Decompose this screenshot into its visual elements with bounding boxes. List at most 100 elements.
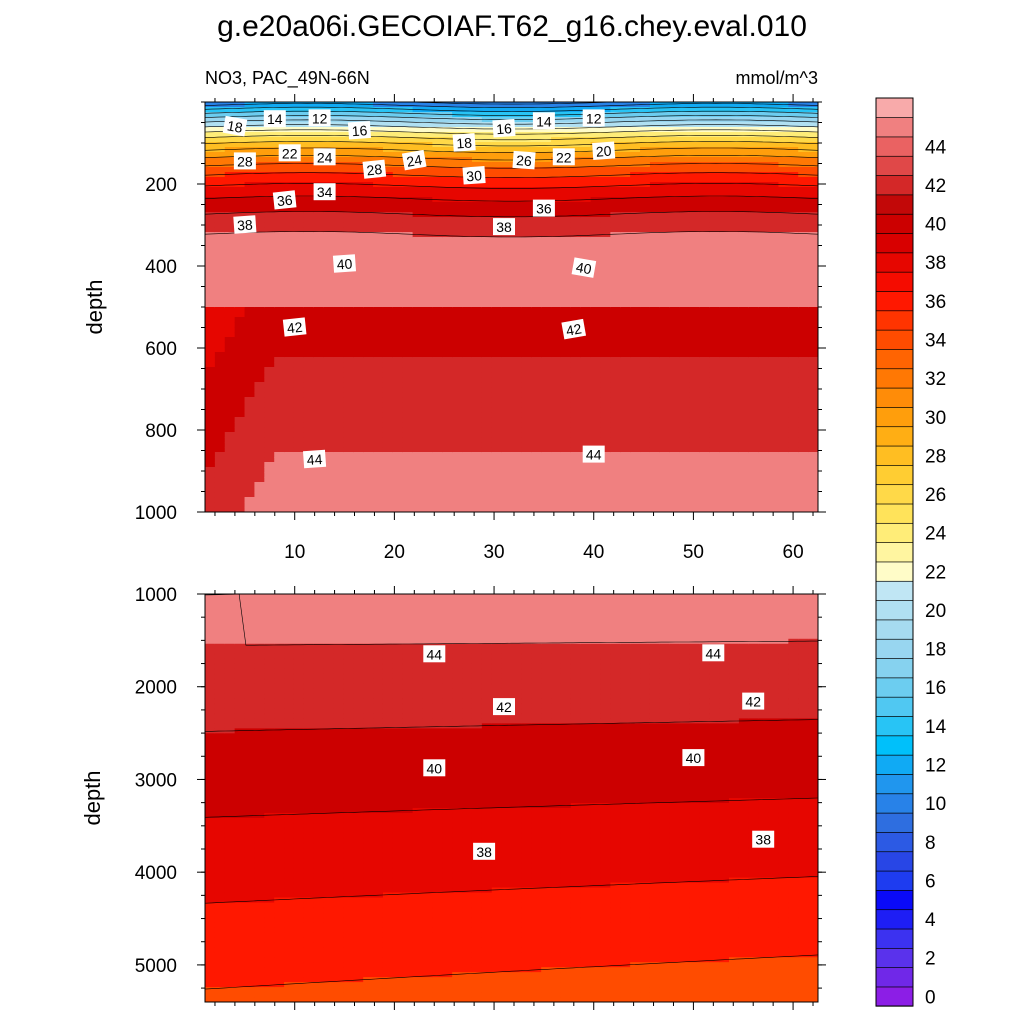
contour-cell	[373, 137, 384, 143]
contour-cell	[610, 417, 621, 423]
contour-cell	[412, 397, 424, 403]
contour-cell	[412, 237, 424, 243]
contour-cell	[402, 272, 414, 278]
contour-cell	[274, 307, 285, 313]
contour-cell	[412, 132, 424, 138]
contour-cell	[798, 212, 809, 218]
contour-cell	[570, 202, 582, 208]
contour-cell	[758, 367, 770, 373]
contour-cell	[758, 172, 770, 178]
contour-cell	[224, 377, 236, 383]
contour-cell	[719, 442, 730, 448]
contour-cell	[798, 132, 809, 138]
contour-cell	[363, 222, 374, 228]
contour-cell	[442, 357, 453, 363]
contour-cell	[452, 387, 463, 393]
contour-cell	[501, 352, 513, 358]
contour-cell	[679, 477, 691, 483]
contour-cell	[491, 427, 503, 433]
contour-cell	[313, 432, 325, 438]
contour-cell	[768, 232, 780, 238]
contour-cell	[738, 212, 750, 218]
contour-cell	[373, 132, 384, 138]
contour-cell	[214, 312, 226, 318]
contour-cell	[798, 397, 809, 403]
contour-cell	[709, 402, 720, 408]
contour-cell	[531, 192, 542, 198]
contour-cell	[254, 442, 265, 448]
contour-cell	[224, 332, 236, 338]
contour-cell	[788, 472, 799, 478]
contour-cell	[343, 177, 354, 183]
contour-cell	[363, 247, 374, 253]
contour-cell	[214, 152, 226, 158]
contour-cell	[363, 252, 374, 258]
contour-cell	[363, 182, 374, 188]
contour-cell	[392, 197, 404, 203]
contour-cell	[748, 432, 760, 438]
contour-cell	[363, 277, 374, 283]
contour-cell	[224, 487, 236, 493]
contour-cell	[778, 137, 789, 143]
contour-cell	[313, 297, 325, 303]
contour-cell	[531, 162, 542, 168]
contour-cell	[432, 477, 443, 483]
contour-cell	[551, 232, 562, 238]
contour-cell	[254, 147, 265, 153]
contour-cell	[303, 437, 315, 443]
contour-cell	[412, 437, 424, 443]
contour-cell	[630, 242, 641, 248]
contour-cell	[333, 447, 345, 453]
contour-cell	[620, 232, 631, 238]
contour-cell	[590, 377, 602, 383]
contour-cell	[511, 317, 522, 323]
contour-cell	[313, 342, 325, 348]
contour-cell	[353, 282, 364, 288]
contour-cell	[580, 462, 592, 468]
contour-cell	[610, 422, 621, 428]
contour-cell	[649, 392, 661, 398]
contour-cell	[501, 447, 513, 453]
contour-cell	[590, 192, 602, 198]
contour-cell	[620, 167, 631, 173]
contour-cell	[620, 302, 631, 308]
contour-cell	[590, 137, 602, 143]
contour-cell	[511, 222, 522, 228]
contour-cell	[758, 487, 770, 493]
contour-cell	[748, 162, 760, 168]
contour-cell	[640, 287, 651, 293]
contour-cell	[748, 187, 760, 193]
contour-cell	[501, 487, 513, 493]
contour-cell	[758, 267, 770, 273]
contour-cell	[442, 477, 453, 483]
contour-cell	[382, 387, 394, 393]
contour-cell	[481, 242, 493, 248]
contour-cell	[422, 377, 434, 383]
contour-cell	[471, 477, 483, 483]
contour-cell	[471, 372, 483, 378]
contour-cell	[738, 322, 750, 328]
contour-cell	[333, 482, 345, 488]
contour-cell	[560, 287, 572, 293]
contour-cell	[432, 117, 443, 123]
contour-cell	[303, 137, 315, 143]
contour-cell	[363, 272, 374, 278]
contour-cell	[738, 497, 750, 503]
contour-cell	[768, 347, 780, 353]
contour-cell	[709, 162, 720, 168]
contour-cell	[205, 492, 216, 498]
contour-cell	[442, 397, 453, 403]
contour-cell	[501, 252, 513, 258]
contour-cell	[729, 327, 740, 333]
contour-cell	[214, 337, 226, 343]
contour-cell	[392, 182, 404, 188]
contour-cell	[205, 427, 216, 433]
contour-cell	[422, 197, 434, 203]
contour-cell	[402, 362, 414, 368]
contour-cell	[382, 447, 394, 453]
contour-cell	[630, 167, 641, 173]
contour-cell	[768, 472, 780, 478]
contour-cell	[491, 172, 503, 178]
contour-cell	[313, 347, 325, 353]
contour-cell	[719, 432, 730, 438]
